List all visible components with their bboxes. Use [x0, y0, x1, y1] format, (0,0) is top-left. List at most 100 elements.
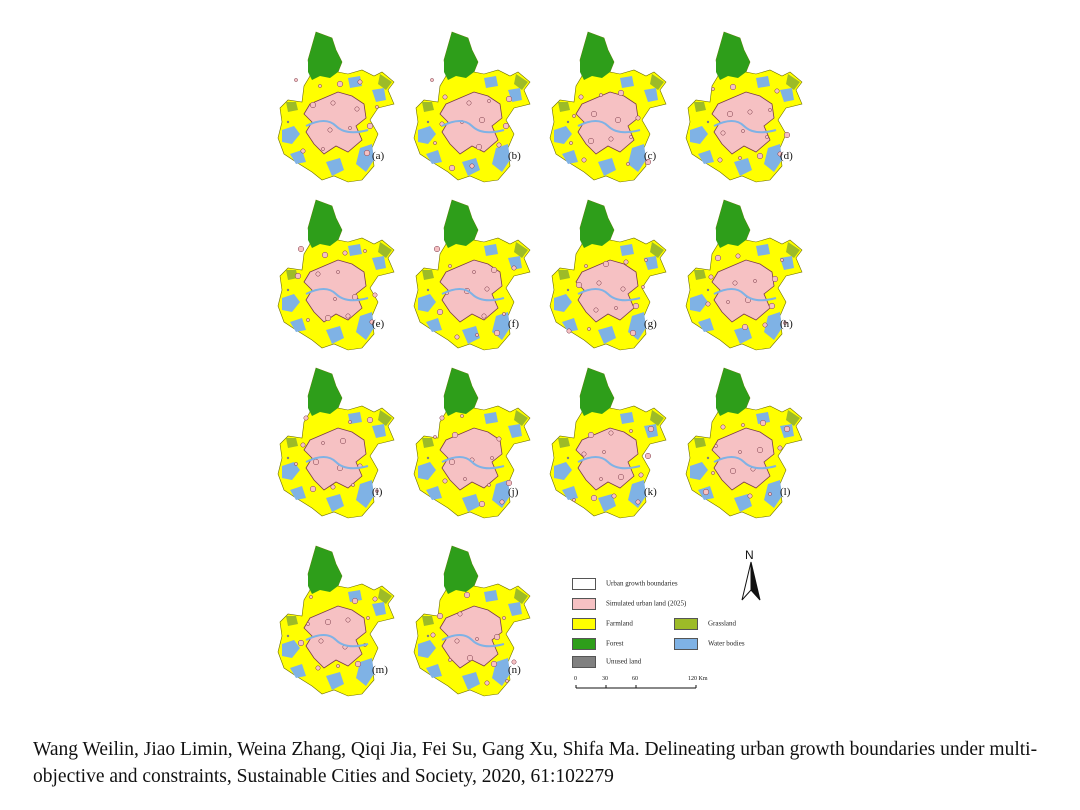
- urban-patch: [369, 319, 375, 325]
- urban-patch: [608, 430, 614, 436]
- grassland-region: [422, 438, 434, 448]
- legend-swatch: [572, 656, 596, 668]
- urban-patch: [493, 329, 501, 337]
- urban-patch: [632, 302, 640, 310]
- urban-patch: [741, 323, 749, 331]
- urban-patch: [602, 450, 606, 454]
- urban-patch: [741, 129, 745, 133]
- urban-patch: [481, 313, 487, 319]
- water-region: [356, 312, 374, 340]
- urban-patch: [448, 264, 452, 268]
- river-line: [441, 120, 505, 134]
- water-region: [756, 412, 770, 424]
- grassland-region: [650, 74, 664, 90]
- water-region: [372, 256, 386, 270]
- legend-item-grassland: Grassland: [674, 618, 736, 630]
- water-region: [348, 76, 362, 88]
- urban-patch: [466, 654, 474, 662]
- water-region: [780, 88, 794, 102]
- legend: Urban growth boundaries Simulated urban …: [568, 550, 788, 700]
- grassland-region: [378, 588, 392, 604]
- urban-patch: [717, 157, 723, 163]
- forest-region: [716, 32, 750, 80]
- urban-patch: [306, 318, 310, 322]
- urban-patch: [617, 473, 625, 481]
- water-region: [756, 76, 770, 88]
- map-panel: (l): [684, 366, 824, 526]
- urban-patch: [617, 89, 625, 97]
- land-use-map: [685, 31, 803, 183]
- urban-patch: [783, 321, 787, 325]
- grassland-region: [514, 410, 528, 426]
- grassland-region: [558, 102, 570, 112]
- urban-patch: [581, 157, 587, 163]
- urban-patch: [354, 106, 360, 112]
- urban-patch: [566, 328, 572, 334]
- water-region: [348, 590, 362, 602]
- north-arrow-icon: [741, 561, 761, 601]
- grassland-region: [786, 74, 800, 90]
- water-region: [290, 318, 306, 332]
- forest-region: [444, 546, 478, 594]
- urban-patch: [729, 467, 737, 475]
- unused-land-patch: [426, 456, 430, 460]
- urban-patch: [590, 110, 598, 118]
- urban-patch: [644, 258, 648, 262]
- urban-patch: [303, 415, 309, 421]
- river-line: [713, 456, 777, 470]
- grassland-region: [558, 270, 570, 280]
- urban-patch: [312, 458, 320, 466]
- legend-swatch: [674, 618, 698, 630]
- urban-patch: [318, 84, 322, 88]
- grassland-region: [694, 102, 706, 112]
- urban-patch: [768, 302, 776, 310]
- map-panel: (n): [412, 544, 552, 704]
- legend-item-forest: Forest: [572, 638, 624, 650]
- water-region: [418, 126, 436, 144]
- urban-patch: [351, 483, 355, 487]
- map-panel: (e): [276, 198, 416, 358]
- urban-patch: [590, 494, 598, 502]
- legend-swatch: [572, 638, 596, 650]
- water-region: [756, 244, 770, 256]
- water-region: [508, 424, 522, 438]
- water-region: [598, 494, 616, 512]
- urban-patch: [375, 489, 379, 493]
- water-region: [290, 664, 306, 678]
- water-region: [628, 480, 646, 508]
- water-region: [562, 150, 578, 164]
- urban-patch: [738, 156, 742, 160]
- urban-patch: [629, 135, 633, 139]
- water-region: [690, 294, 708, 312]
- water-region: [326, 672, 344, 690]
- river-line: [305, 456, 369, 470]
- water-region: [426, 486, 442, 500]
- urban-patch: [330, 484, 336, 490]
- map-panel: (f): [412, 198, 552, 358]
- water-region: [620, 412, 634, 424]
- urban-patch: [300, 148, 306, 154]
- urban-patch: [644, 452, 652, 460]
- water-region: [372, 424, 386, 438]
- map-panel: (k): [548, 366, 688, 526]
- urban-patch: [448, 658, 452, 662]
- panel-label: (m): [372, 664, 388, 676]
- water-region: [620, 244, 634, 256]
- land-use-map: [413, 545, 531, 697]
- urban-patch: [756, 446, 764, 454]
- urban-patch: [430, 632, 436, 638]
- panel-label: (n): [508, 664, 521, 676]
- grassland-region: [694, 438, 706, 448]
- urban-patch: [729, 83, 737, 91]
- forest-region: [308, 546, 342, 594]
- urban-patch: [735, 253, 741, 259]
- urban-patch: [472, 270, 476, 274]
- urban-patch: [351, 293, 359, 301]
- urban-patch: [726, 300, 730, 304]
- unused-land-patch: [286, 634, 290, 638]
- urban-land-region: [439, 91, 503, 155]
- urban-patch: [442, 94, 448, 100]
- urban-patch: [711, 87, 715, 91]
- water-region: [290, 150, 306, 164]
- unused-land-patch: [286, 456, 290, 460]
